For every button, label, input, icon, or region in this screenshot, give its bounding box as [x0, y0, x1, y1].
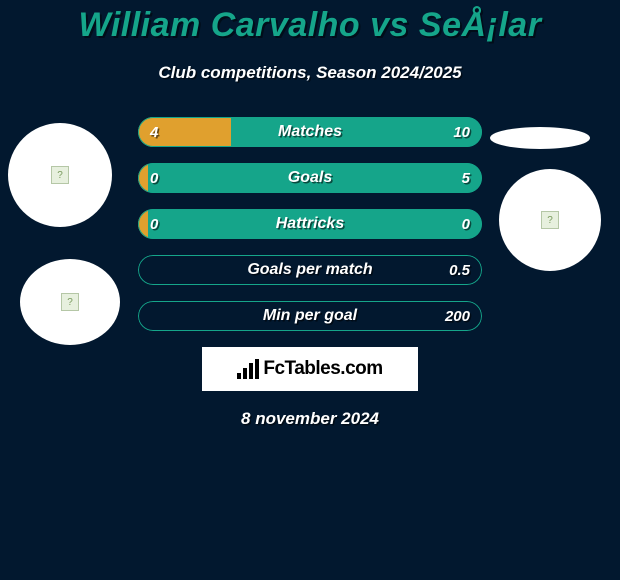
decorative-ellipse	[490, 127, 590, 149]
logo-box: FcTables.com	[202, 347, 418, 391]
date-label: 8 november 2024	[0, 409, 620, 429]
stat-right-value: 0.5	[449, 255, 470, 285]
stat-right-value: 10	[453, 117, 470, 147]
logo-icon	[237, 359, 259, 379]
player-avatar-placeholder: ?	[8, 123, 112, 227]
club-badge-placeholder: ?	[20, 259, 120, 345]
comparison-bars: 4Matches100Goals50Hattricks0Goals per ma…	[138, 117, 482, 331]
stat-right-value: 200	[445, 301, 470, 331]
logo-text: FcTables.com	[263, 358, 382, 380]
stat-label: Goals	[138, 163, 482, 193]
stat-row: 0Goals5	[138, 163, 482, 193]
stat-right-value: 0	[462, 209, 470, 239]
player-avatar-placeholder: ?	[499, 169, 601, 271]
page-subtitle: Club competitions, Season 2024/2025	[0, 63, 620, 83]
page-title: William Carvalho vs SeÅ¡lar	[0, 0, 620, 45]
stat-label: Hattricks	[138, 209, 482, 239]
stat-label: Matches	[138, 117, 482, 147]
stat-right-value: 5	[462, 163, 470, 193]
stat-row: 4Matches10	[138, 117, 482, 147]
stat-label: Min per goal	[138, 301, 482, 331]
stat-row: Min per goal200	[138, 301, 482, 331]
stat-row: 0Hattricks0	[138, 209, 482, 239]
stat-label: Goals per match	[138, 255, 482, 285]
stat-row: Goals per match0.5	[138, 255, 482, 285]
